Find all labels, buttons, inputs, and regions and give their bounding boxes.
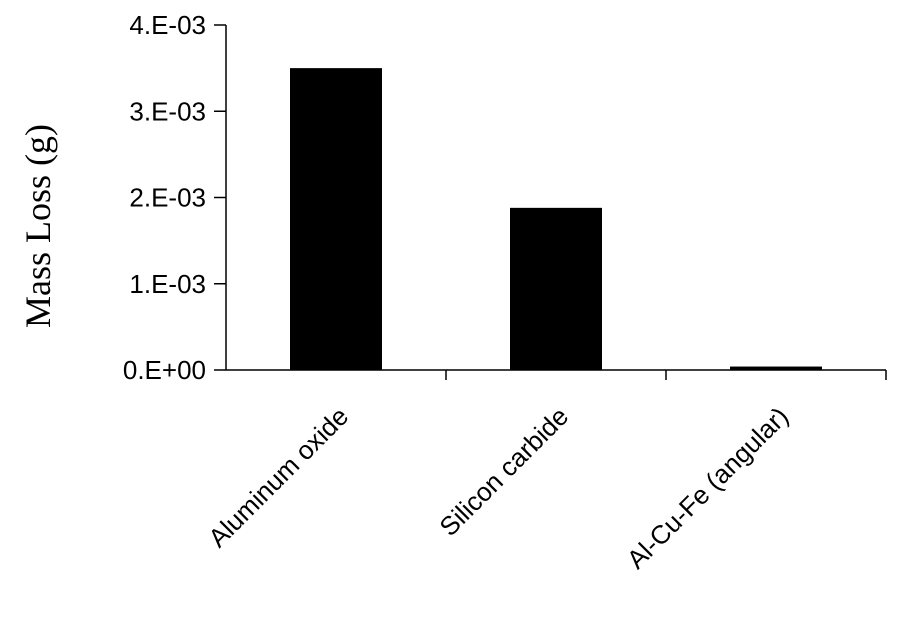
y-tick-label: 1.E-03 bbox=[129, 269, 206, 299]
y-tick-label: 2.E-03 bbox=[129, 183, 206, 213]
labels: 0.E+00 1.E-03 2.E-03 3.E-03 4.E-03 Aluminum o… bbox=[123, 10, 794, 574]
category-label: Silicon carbide bbox=[433, 401, 574, 542]
y-tick-label: 0.E+00 bbox=[123, 355, 206, 385]
y-axis-title: Mass Loss (g) bbox=[18, 124, 58, 328]
y-tick-label: 3.E-03 bbox=[129, 96, 206, 126]
y-tick-label: 4.E-03 bbox=[129, 10, 206, 40]
bar bbox=[510, 207, 602, 370]
category-label: Aluminum oxide bbox=[202, 401, 354, 553]
bar bbox=[730, 366, 822, 370]
bar bbox=[290, 68, 382, 370]
bars bbox=[290, 68, 822, 370]
category-label: Al-Cu-Fe (angular) bbox=[621, 401, 794, 574]
